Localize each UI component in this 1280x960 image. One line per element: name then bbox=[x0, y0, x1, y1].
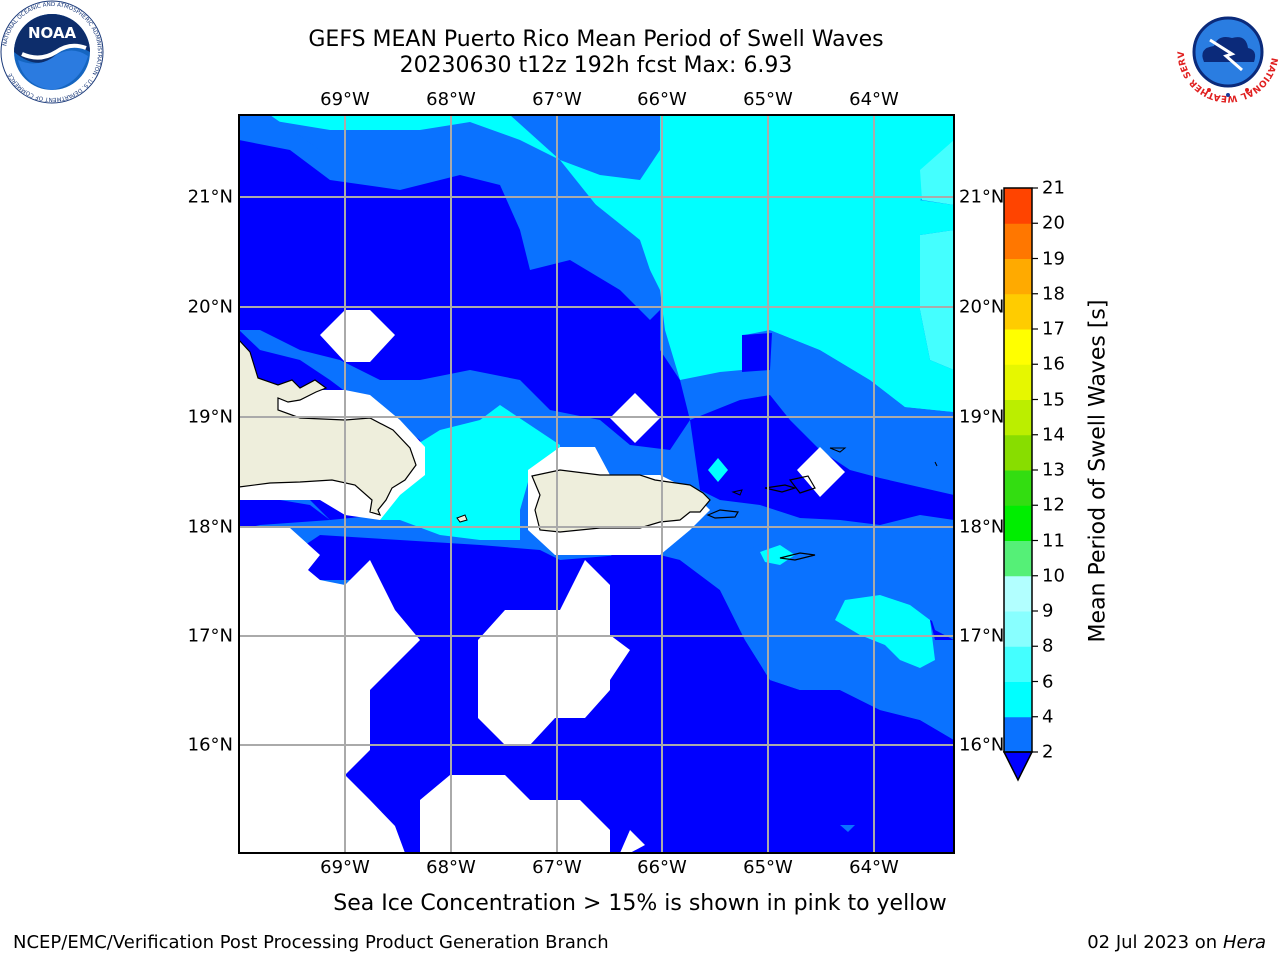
footer-date: 02 Jul 2023 on Hera bbox=[1087, 932, 1266, 953]
colorbar-title: Mean Period of Swell Waves [s] bbox=[1085, 299, 1111, 643]
lon-tick-top: 66°W bbox=[637, 89, 687, 110]
colorbar-tick-label: 19 bbox=[1042, 248, 1065, 269]
colorbar-segment bbox=[1004, 681, 1032, 718]
colorbar-segment bbox=[1004, 646, 1032, 682]
colorbar-tick-label: 9 bbox=[1042, 600, 1054, 622]
map-frame bbox=[238, 114, 955, 854]
colorbar-tick-label: 20 bbox=[1042, 212, 1065, 234]
svg-text:NOAA: NOAA bbox=[28, 24, 77, 42]
lat-tick-left: 16°N bbox=[187, 734, 233, 756]
lon-tick-bottom: 64°W bbox=[849, 857, 899, 878]
chart-subtitle: 20230630 t12z 192h fcst Max: 6.93 bbox=[399, 53, 793, 78]
lon-tick-top: 64°W bbox=[849, 89, 899, 110]
colorbar-segment bbox=[1004, 399, 1032, 436]
footer-machine: Hera bbox=[1222, 932, 1266, 953]
colorbar-segment bbox=[1004, 364, 1032, 400]
colorbar-segment bbox=[1004, 329, 1032, 365]
colorbar-tick-label: 16 bbox=[1042, 353, 1065, 375]
colorbar-segment bbox=[1004, 293, 1032, 330]
graticule bbox=[239, 115, 954, 853]
colorbar-tick-label: 11 bbox=[1042, 530, 1065, 551]
lon-tick-top: 67°W bbox=[532, 89, 582, 110]
colorbar-segment bbox=[1004, 258, 1032, 295]
colorbar-tick-label: 12 bbox=[1042, 494, 1065, 516]
lon-tick-top: 69°W bbox=[320, 89, 370, 110]
colorbar-segment bbox=[1004, 716, 1032, 753]
colorbar-segment bbox=[1004, 470, 1032, 506]
colorbar-tick-label: 15 bbox=[1042, 389, 1065, 410]
lat-tick-right: 21°N bbox=[959, 186, 1005, 208]
colorbar-segment bbox=[1004, 505, 1032, 541]
colorbar-tick-label: 6 bbox=[1042, 671, 1054, 692]
lon-tick-bottom: 65°W bbox=[743, 857, 793, 878]
lat-tick-right: 16°N bbox=[959, 734, 1005, 756]
colorbar-segment bbox=[1004, 540, 1032, 577]
hispaniola-land bbox=[239, 339, 417, 516]
colorbar-segment bbox=[1004, 188, 1032, 224]
lat-tick-right: 18°N bbox=[959, 516, 1005, 538]
lon-tick-top: 68°W bbox=[426, 89, 476, 110]
colorbar-tick-label: 4 bbox=[1042, 706, 1054, 728]
lat-tick-right: 20°N bbox=[959, 296, 1005, 318]
colorbar-segment bbox=[1004, 223, 1032, 259]
colorbar-tick-label: 21 bbox=[1042, 177, 1065, 199]
lat-tick-left: 17°N bbox=[187, 625, 233, 647]
colorbar-under-arrow bbox=[1002, 751, 1034, 782]
colorbar-segment bbox=[1004, 575, 1032, 612]
colorbar bbox=[1002, 187, 1038, 782]
colorbar-tick-label: 14 bbox=[1042, 424, 1065, 446]
footer-date-text: 02 Jul 2023 on bbox=[1087, 932, 1223, 953]
sea-ice-note: Sea Ice Concentration > 15% is shown in … bbox=[333, 891, 947, 916]
colorbar-tick-label: 10 bbox=[1042, 565, 1065, 587]
colorbar-tick-label: 8 bbox=[1042, 635, 1054, 657]
lon-tick-bottom: 69°W bbox=[320, 857, 370, 878]
lat-tick-left: 19°N bbox=[187, 406, 233, 428]
lat-tick-left: 21°N bbox=[187, 186, 233, 208]
lat-tick-left: 18°N bbox=[187, 516, 233, 538]
colorbar-tick-label: 18 bbox=[1042, 283, 1065, 305]
lon-tick-top: 65°W bbox=[743, 89, 793, 110]
nws-logo: NATIONAL WEATHER SERVICE bbox=[1176, 0, 1279, 103]
colorbar-segment bbox=[1004, 434, 1032, 471]
noaa-logo: NATIONAL OCEANIC AND ATMOSPHERIC ADMINIS… bbox=[0, 0, 104, 104]
lat-tick-left: 20°N bbox=[187, 296, 233, 318]
colorbar-tick-label: 2 bbox=[1042, 741, 1054, 763]
colorbar-segment bbox=[1004, 611, 1032, 647]
footer-credit: NCEP/EMC/Verification Post Processing Pr… bbox=[13, 932, 609, 953]
lon-tick-bottom: 67°W bbox=[532, 857, 582, 878]
swell-period-field bbox=[239, 115, 954, 853]
colorbar-tick-label: 17 bbox=[1042, 318, 1065, 340]
lat-tick-right: 19°N bbox=[959, 406, 1005, 428]
lon-tick-bottom: 66°W bbox=[637, 857, 687, 878]
colorbar-tick-label: 13 bbox=[1042, 459, 1065, 481]
chart-title: GEFS MEAN Puerto Rico Mean Period of Swe… bbox=[308, 27, 884, 52]
lon-tick-bottom: 68°W bbox=[426, 857, 476, 878]
puerto-rico-land bbox=[531, 469, 711, 533]
lat-tick-right: 17°N bbox=[959, 625, 1005, 647]
